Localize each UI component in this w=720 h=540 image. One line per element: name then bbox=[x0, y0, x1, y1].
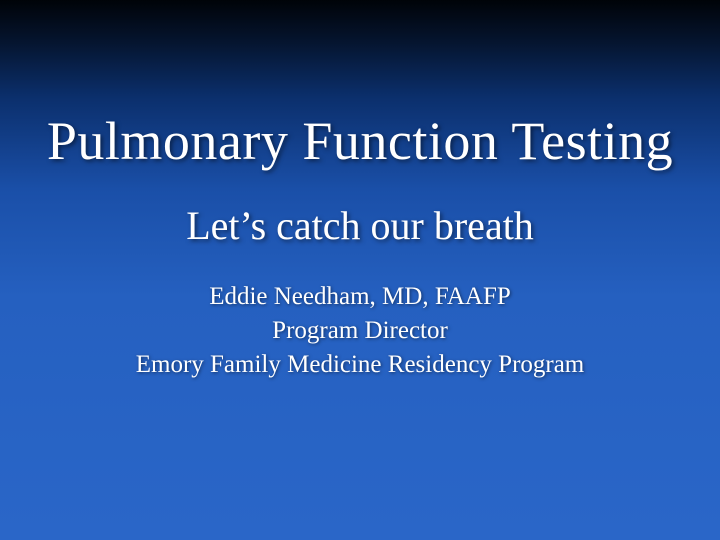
title-slide: Pulmonary Function Testing Let’s catch o… bbox=[0, 0, 720, 540]
slide-subtitle: Let’s catch our breath bbox=[186, 202, 534, 249]
author-role: Program Director bbox=[136, 317, 585, 345]
author-block: Eddie Needham, MD, FAAFP Program Directo… bbox=[136, 283, 585, 379]
author-affiliation: Emory Family Medicine Residency Program bbox=[136, 351, 585, 379]
author-name: Eddie Needham, MD, FAAFP bbox=[136, 283, 585, 311]
slide-title: Pulmonary Function Testing bbox=[47, 110, 673, 172]
